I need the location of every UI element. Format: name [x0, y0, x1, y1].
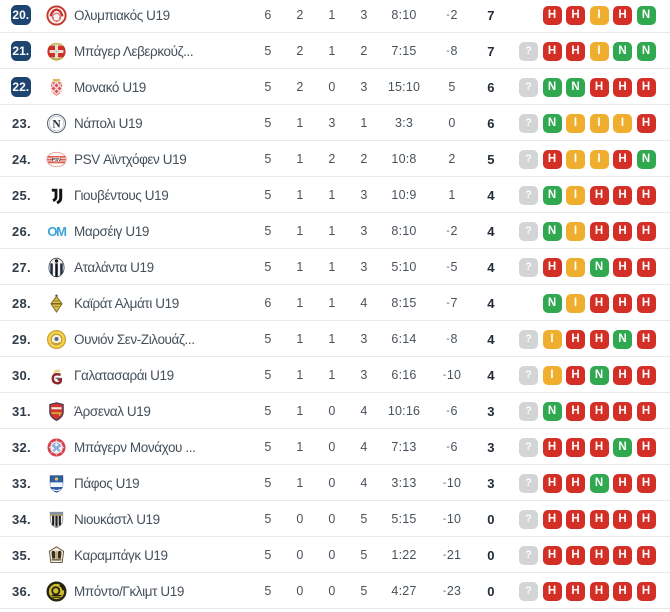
svg-text:OM: OM	[47, 224, 66, 239]
svg-text:N: N	[52, 118, 61, 130]
svg-text:PSV: PSV	[51, 156, 61, 162]
